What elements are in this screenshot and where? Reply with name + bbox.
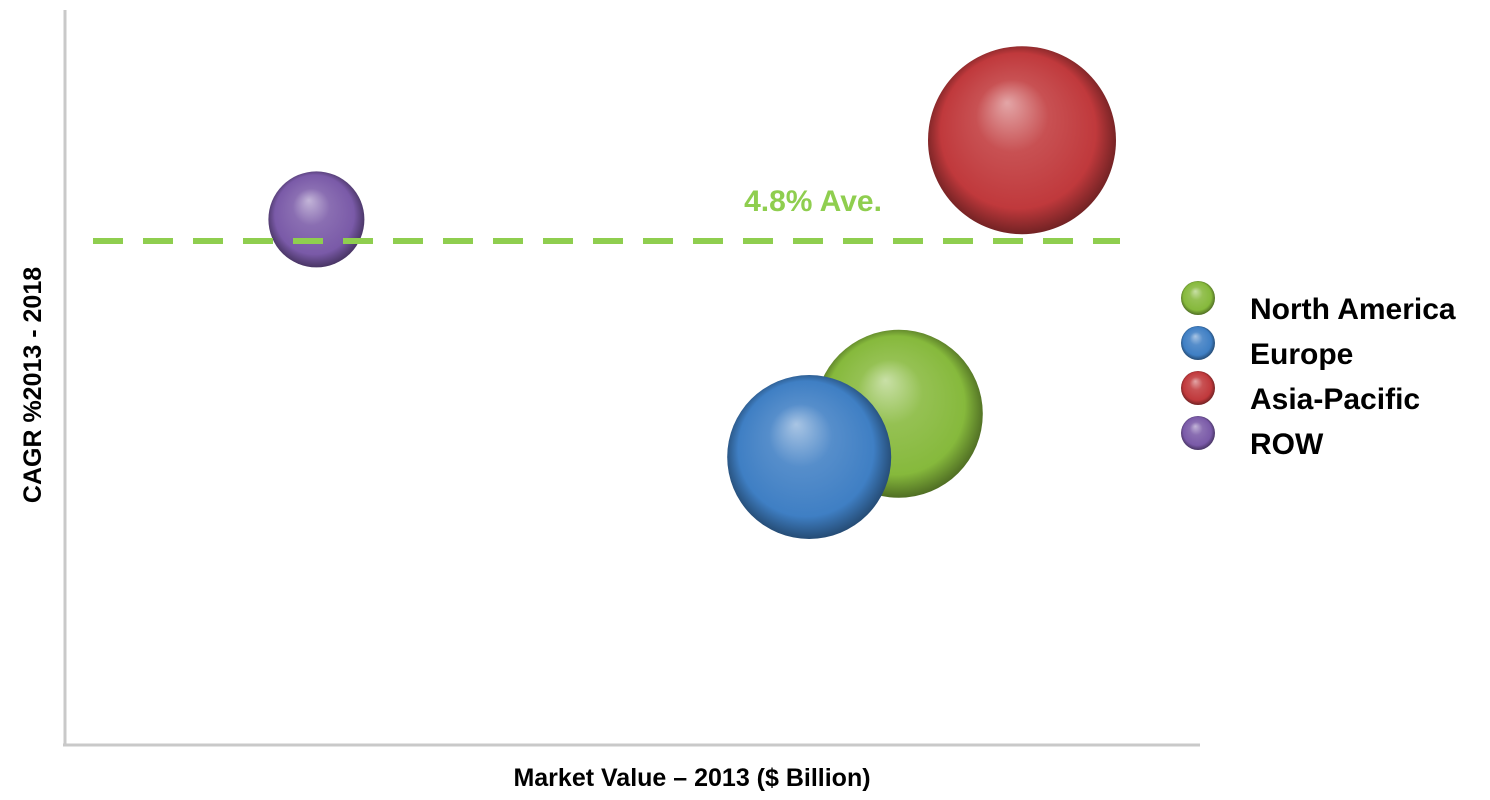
bubble-layer [268,46,1116,539]
bubble-europe [727,375,892,539]
x-axis-title: Market Value – 2013 ($ Billion) [513,764,870,792]
average-reference-label: 4.8% Ave. [744,185,882,218]
legend-label-europe: Europe [1250,338,1353,371]
legend: North America Europe Asia-Pacific ROW [1181,281,1456,461]
legend-label-north-america: North America [1250,293,1456,326]
legend-marker-north-america [1181,281,1215,315]
legend-marker-asia-pacific [1181,371,1215,405]
bubble-row [268,171,365,268]
y-axis-title: CAGR %2013 - 2018 [19,267,47,503]
legend-marker-row [1181,416,1215,450]
legend-marker-europe [1181,326,1215,360]
legend-label-row: ROW [1250,428,1324,461]
bubble-asia-pacific [928,46,1116,235]
legend-label-asia-pacific: Asia-Pacific [1250,383,1420,416]
